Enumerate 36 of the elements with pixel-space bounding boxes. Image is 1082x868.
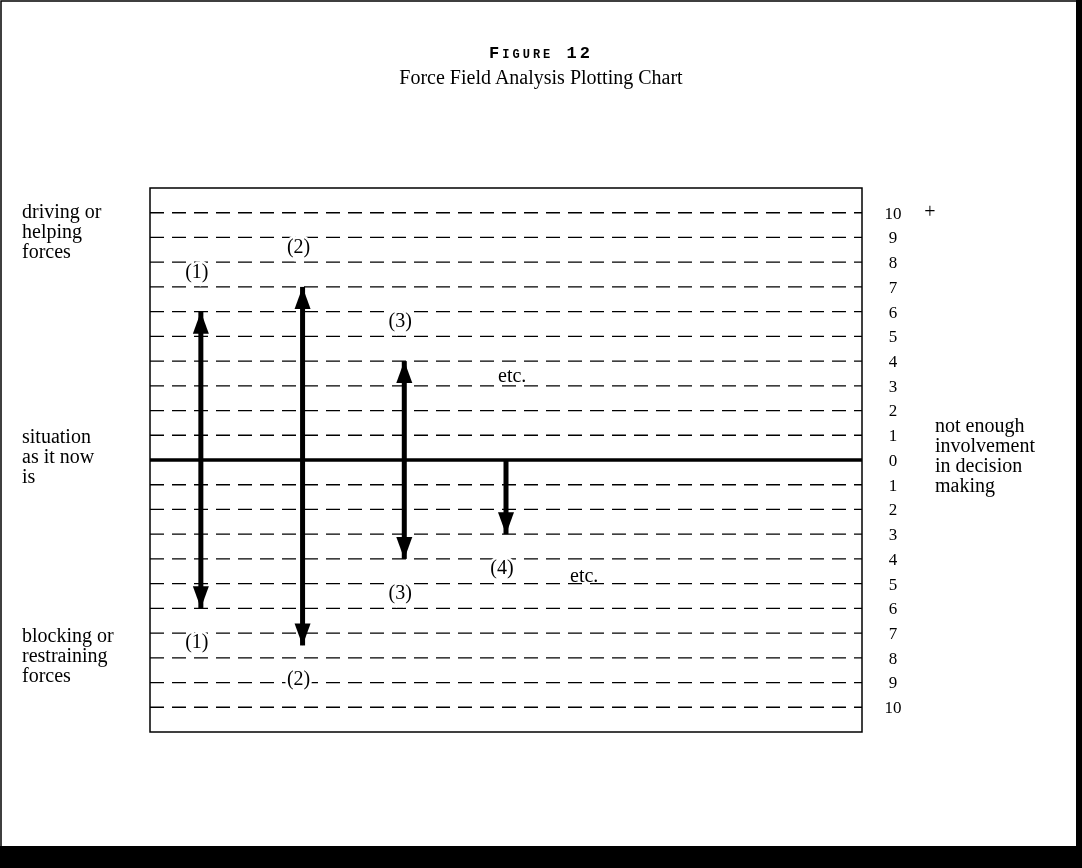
annotation: (2): [286, 234, 311, 258]
y-tick-label: 9: [888, 673, 898, 693]
y-tick-label: 9: [888, 228, 898, 248]
text: not enough involvement in decision making: [935, 414, 1036, 497]
y-tick-label: 3: [888, 376, 898, 396]
y-tick-label: 8: [888, 648, 898, 668]
chart-title: Figure 12: [489, 44, 593, 63]
y-tick-label: 6: [888, 599, 898, 619]
y-tick-label: 3: [888, 525, 898, 545]
y-tick-label: 1: [888, 475, 898, 495]
y-tick-label: 7: [888, 624, 898, 644]
annotation: etc.: [570, 564, 599, 586]
y-tick-label: 6: [888, 302, 898, 322]
y-tick-label: 2: [888, 401, 898, 421]
chart-subtitle: Force Field Analysis Plotting Chart: [399, 66, 684, 89]
y-tick-label: 10: [884, 203, 902, 223]
annotation: (3): [388, 309, 412, 333]
text: blocking or restraining forces: [22, 624, 114, 686]
annotation: etc.: [498, 364, 527, 386]
annotation: (1): [185, 630, 209, 654]
annotation: (1): [185, 259, 209, 283]
y-tick-label: 2: [888, 500, 898, 520]
y-tick-label: 8: [888, 253, 898, 273]
text: +: [924, 200, 936, 222]
annotation: (4): [490, 556, 514, 580]
y-tick-label: 4: [888, 352, 898, 372]
text: situation as it now is: [22, 425, 95, 487]
y-tick-label: 4: [888, 549, 898, 569]
y-tick-label: 7: [888, 277, 898, 297]
text: driving or helping forces: [22, 200, 102, 262]
y-tick-label: 1: [888, 426, 898, 446]
y-tick-label: 10: [884, 698, 902, 718]
y-tick-label: 5: [888, 327, 898, 347]
annotation: (3): [388, 580, 412, 604]
y-tick-label: 5: [888, 574, 898, 594]
y-tick-label: 0: [888, 450, 898, 470]
